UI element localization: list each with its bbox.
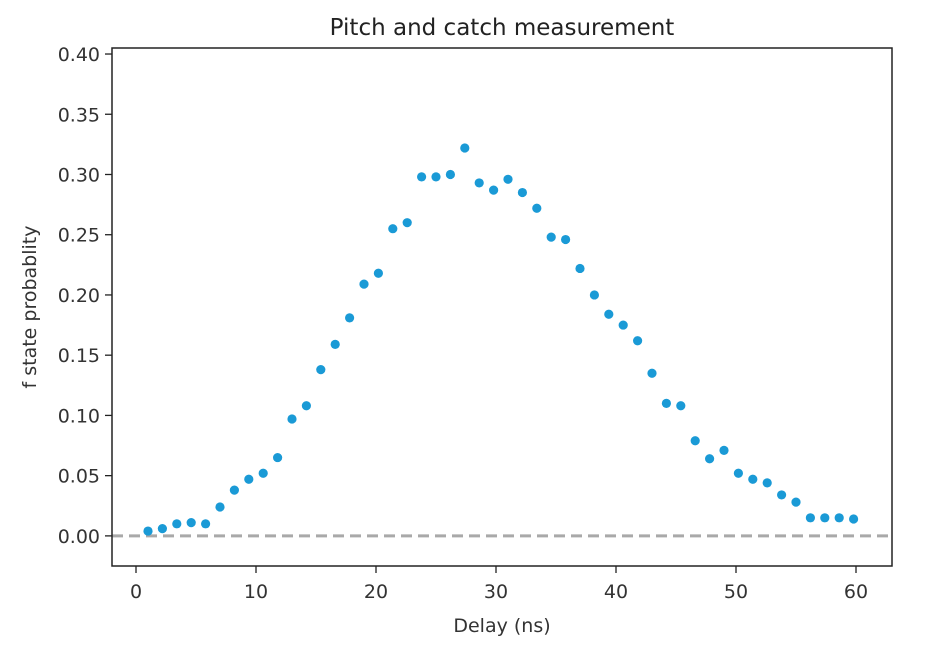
data-point	[273, 452, 283, 463]
data-point	[316, 365, 326, 375]
data-point	[532, 203, 542, 213]
data-point	[201, 519, 211, 529]
data-point	[445, 169, 455, 180]
y-tick-label: 0.25	[58, 225, 100, 247]
data-point	[258, 468, 268, 478]
x-tick-label: 30	[484, 581, 508, 603]
y-axis-ticks: 0.00 0.05 0.10 0.15 0.20 0.25 0.30 0.35 0.40	[58, 44, 112, 548]
data-point	[589, 290, 600, 300]
data-point	[690, 436, 700, 446]
data-point	[503, 174, 513, 184]
data-point	[777, 490, 787, 500]
data-point	[388, 224, 398, 234]
data-point	[676, 401, 686, 411]
data-point	[719, 445, 729, 455]
data-point	[345, 313, 355, 323]
y-tick-label: 0.20	[58, 285, 100, 307]
data-point	[705, 454, 715, 464]
data-point	[373, 268, 383, 278]
data-point	[546, 232, 556, 242]
data-point	[604, 309, 614, 319]
data-point	[186, 518, 196, 528]
y-tick-label: 0.30	[58, 164, 100, 186]
x-tick-label: 50	[724, 581, 748, 603]
data-point	[805, 513, 816, 523]
data-point	[431, 172, 441, 182]
data-point	[474, 178, 484, 188]
data-point	[460, 143, 470, 153]
x-axis-label: Delay (ns)	[453, 615, 550, 637]
data-point	[172, 519, 182, 529]
data-point	[575, 263, 585, 274]
data-point	[417, 172, 427, 182]
y-tick-label: 0.10	[58, 405, 100, 427]
data-point	[402, 218, 412, 228]
data-point	[229, 485, 239, 495]
x-tick-label: 20	[364, 581, 388, 603]
data-point	[143, 526, 153, 536]
data-point	[762, 478, 772, 488]
x-tick-label: 10	[244, 581, 268, 603]
chart-title: Pitch and catch measurement	[330, 15, 675, 41]
data-point	[157, 524, 167, 534]
data-point	[561, 234, 571, 245]
x-axis-ticks: 0 10 20 30 40 50 60	[130, 566, 868, 603]
data-point	[849, 514, 859, 524]
x-tick-label: 40	[604, 581, 628, 603]
data-point	[791, 497, 801, 507]
data-point	[661, 398, 672, 408]
data-point	[330, 339, 340, 349]
data-point	[633, 336, 643, 346]
y-tick-label: 0.35	[58, 104, 100, 126]
data-point	[517, 187, 528, 198]
data-point	[733, 468, 744, 478]
data-point	[359, 279, 369, 289]
data-point	[489, 185, 499, 195]
y-tick-label: 0.40	[58, 44, 100, 66]
y-tick-label: 0.00	[58, 526, 100, 548]
y-tick-label: 0.05	[58, 466, 100, 488]
plot-frame	[111, 47, 893, 567]
y-axis-label: f state probablity	[19, 226, 41, 389]
plot-area	[112, 143, 892, 538]
data-point	[834, 513, 844, 523]
x-tick-label: 0	[130, 581, 142, 603]
data-point	[748, 474, 758, 484]
y-tick-label: 0.15	[58, 345, 100, 367]
x-tick-label: 60	[844, 581, 868, 603]
data-point	[287, 414, 297, 424]
data-point	[301, 401, 311, 411]
data-point	[244, 474, 254, 484]
data-point	[215, 502, 225, 512]
data-point	[820, 513, 830, 523]
data-point	[647, 368, 657, 378]
data-point	[618, 320, 628, 330]
